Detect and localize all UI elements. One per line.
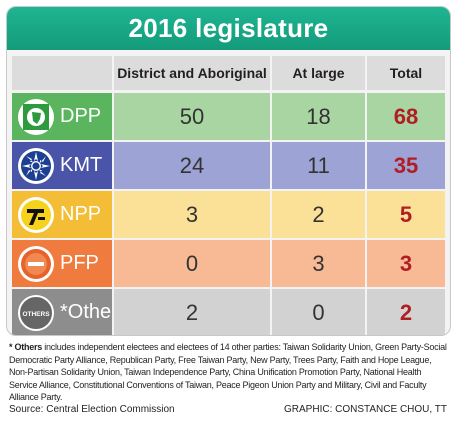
at-large-value: 18 xyxy=(270,93,365,140)
party-name: NPP xyxy=(60,203,102,225)
total-value: 2 xyxy=(365,289,445,335)
others-logo-icon: OTHERS xyxy=(18,294,54,331)
total-value: 68 xyxy=(365,93,445,140)
district-value: 24 xyxy=(112,142,270,189)
at-large-value: 11 xyxy=(270,142,365,189)
district-value: 3 xyxy=(112,191,270,238)
district-value: 2 xyxy=(112,289,270,335)
total-value: 3 xyxy=(365,240,445,287)
table-row-pfp: PFP 0 3 3 xyxy=(12,240,445,287)
party-name: DPP xyxy=(60,105,102,127)
kmt-logo-icon xyxy=(18,147,54,184)
chart-title: 2016 legislature xyxy=(7,7,450,50)
source-note: Source: Central Election Commission xyxy=(9,404,175,415)
party-name: PFP xyxy=(60,252,99,274)
party-name: *Others xyxy=(60,301,128,323)
party-name: KMT xyxy=(60,154,103,176)
table-frame: 2016 legislature District and Aboriginal… xyxy=(6,6,451,336)
header-total: Total xyxy=(365,56,445,90)
party-cell-pfp: PFP xyxy=(12,240,112,287)
footnote-lead: * Others xyxy=(9,342,43,352)
footnote: * Others includes independent electees a… xyxy=(9,341,449,404)
table-row-npp: NPP 3 2 5 xyxy=(12,191,445,238)
party-cell-kmt: KMT xyxy=(12,142,112,189)
district-value: 50 xyxy=(112,93,270,140)
pfp-logo-icon xyxy=(18,245,54,282)
at-large-value: 0 xyxy=(270,289,365,335)
party-cell-npp: NPP xyxy=(12,191,112,238)
table-row-kmt: KMT 24 11 35 xyxy=(12,142,445,189)
party-cell-others: OTHERS *Others xyxy=(12,289,128,335)
at-large-value: 2 xyxy=(270,191,365,238)
at-large-value: 3 xyxy=(270,240,365,287)
graphic-credit: GRAPHIC: CONSTANCE CHOU, TT xyxy=(284,404,447,415)
table-row-dpp: DPP 50 18 68 xyxy=(12,93,445,140)
total-value: 5 xyxy=(365,191,445,238)
npp-logo-icon xyxy=(18,196,54,233)
header-at-large: At large xyxy=(270,56,365,90)
header-party xyxy=(12,56,112,90)
district-value: 0 xyxy=(112,240,270,287)
table-header: District and Aboriginal At large Total xyxy=(12,56,445,90)
total-value: 35 xyxy=(365,142,445,189)
party-cell-dpp: DPP xyxy=(12,93,112,140)
footnote-text: includes independent electees and electe… xyxy=(9,342,447,402)
header-district: District and Aboriginal xyxy=(112,56,270,90)
dpp-logo-icon xyxy=(18,98,54,135)
others-logo-text: OTHERS xyxy=(22,311,50,318)
table-row-others: OTHERS *Others 2 0 2 xyxy=(12,289,445,335)
